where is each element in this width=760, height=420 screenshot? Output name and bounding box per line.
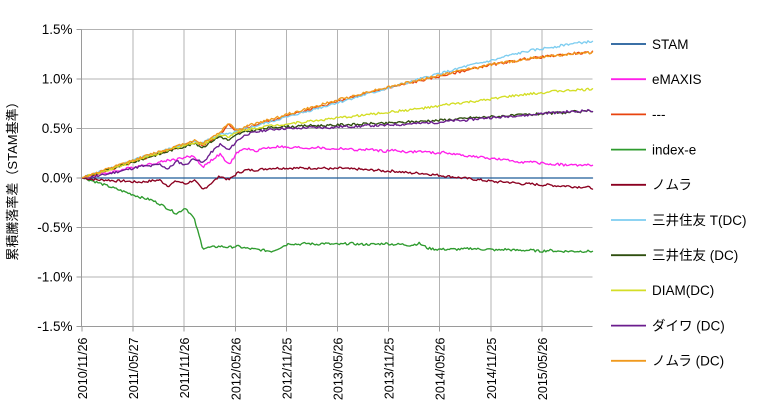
y-axis-ticks: 1.5% 1.0% 0.5% 0.0% -0.5% -1.0% -1.5% xyxy=(37,22,82,334)
series-line xyxy=(80,51,594,179)
y-tick-label: -1.5% xyxy=(37,319,72,334)
x-tick-label: 2011/05/27 xyxy=(127,337,141,399)
y-axis-label: 累積騰落率差（STAM基準） xyxy=(5,95,20,260)
legend-label: STAM xyxy=(652,37,689,52)
legend-label: --- xyxy=(652,107,666,122)
x-tick-label: 2013/11/25 xyxy=(383,337,397,399)
legend-label: eMAXIS xyxy=(652,72,702,87)
y-tick-label: -0.5% xyxy=(37,220,72,235)
x-tick-label: 2014/11/25 xyxy=(485,337,499,399)
series-line xyxy=(80,145,594,179)
legend-label: 三井住友 (DC) xyxy=(652,248,738,263)
x-tick-label: 2013/05/26 xyxy=(332,337,346,400)
y-tick-label: 0.0% xyxy=(42,171,73,186)
x-tick-label: 2014/05/26 xyxy=(434,337,448,400)
x-tick-label: 2012/11/25 xyxy=(280,337,294,399)
x-axis-ticks: 2010/11/26 2011/05/27 2011/11/26 2012/05/26… xyxy=(76,326,550,400)
axis-lines xyxy=(81,29,593,327)
legend-label: index-e xyxy=(652,142,696,157)
legend-label: 三井住友 T(DC) xyxy=(652,213,747,228)
legend-label: ダイワ (DC) xyxy=(652,318,725,333)
legend-label: ノムラ (DC) xyxy=(652,354,724,369)
legend-label: ノムラ xyxy=(652,178,692,193)
x-tick-label: 2011/11/26 xyxy=(178,337,192,398)
series-line xyxy=(80,177,594,254)
x-tick-label: 2015/05/26 xyxy=(536,337,550,400)
x-tick-label: 2010/11/26 xyxy=(76,337,90,399)
y-tick-label: 1.0% xyxy=(42,72,73,87)
data-series-group xyxy=(80,40,594,254)
y-tick-label: 0.5% xyxy=(42,121,73,136)
x-tick-label: 2012/05/26 xyxy=(229,337,243,400)
y-tick-label: -1.0% xyxy=(37,270,72,285)
legend-label: DIAM(DC) xyxy=(652,283,714,298)
series-line xyxy=(80,166,594,190)
y-axis-title: 累積騰落率差（STAM基準） xyxy=(5,95,20,260)
y-tick-label: 1.5% xyxy=(42,22,73,37)
series-line xyxy=(80,87,594,179)
series-line xyxy=(80,108,594,179)
